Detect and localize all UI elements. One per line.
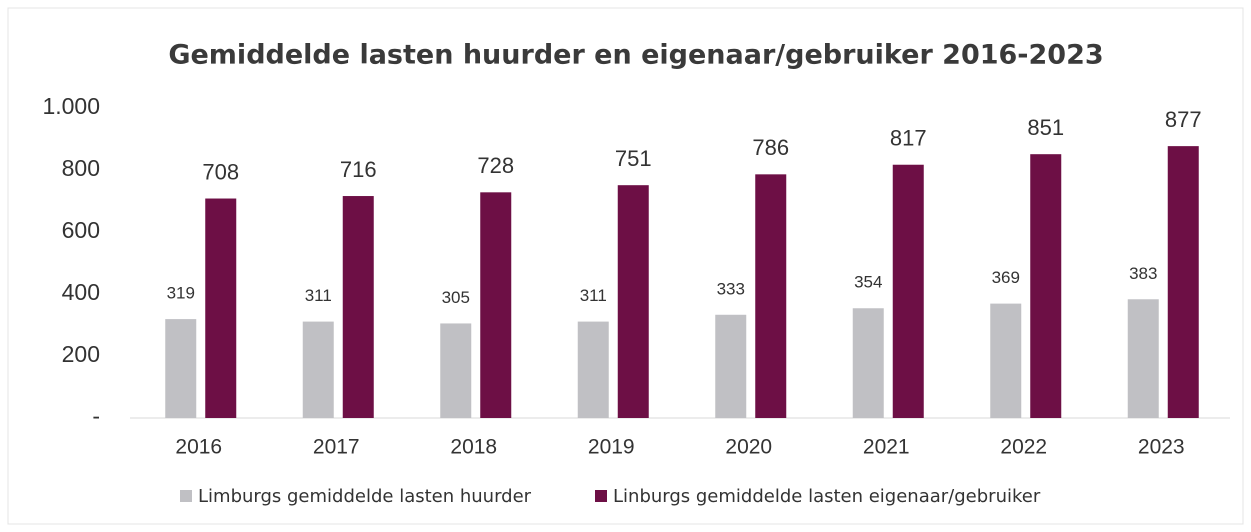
bar [165,319,197,418]
data-label: 354 [854,273,882,292]
data-label: 877 [1165,107,1202,132]
data-label: 305 [442,288,470,307]
bar [852,308,884,418]
legend-swatch [595,490,607,502]
y-tick-label: 200 [62,341,100,367]
bar [1030,154,1062,418]
y-tick-label: 1.000 [42,93,100,119]
bar [990,303,1022,418]
x-tick-label: 2021 [863,436,910,459]
data-label: 728 [477,153,514,178]
chart-title: Gemiddelde lasten huurder en eigenaar/ge… [168,40,1103,71]
bar [1127,299,1159,418]
y-tick-label: 600 [62,217,100,243]
bar [480,192,512,418]
x-tick-label: 2023 [1138,436,1185,459]
legend-swatch [180,490,192,502]
x-tick-label: 2017 [313,436,360,459]
y-tick-label: 400 [62,279,100,305]
y-tick-label: 800 [62,155,100,181]
x-tick-label: 2019 [588,436,635,459]
x-tick-label: 2020 [725,436,772,459]
x-tick-label: 2018 [450,436,497,459]
bar [205,198,237,418]
chart-border [7,7,1244,525]
bar [302,321,334,418]
data-label: 383 [1129,264,1157,283]
data-label: 716 [340,157,377,182]
data-label: 851 [1027,115,1064,140]
data-label: 333 [717,279,745,298]
data-label: 817 [890,126,927,151]
bar [577,321,609,418]
x-tick-label: 2016 [175,436,222,459]
data-label: 369 [992,268,1020,287]
legend-label: Limburgs gemiddelde lasten huurder [198,486,532,507]
bar [342,196,374,418]
data-label: 786 [752,135,789,160]
bar [440,323,472,418]
data-label: 311 [305,286,332,305]
data-label: 311 [580,286,607,305]
x-tick-label: 2022 [1000,436,1047,459]
legend-label: Linburgs gemiddelde lasten eigenaar/gebr… [613,486,1041,507]
data-label: 751 [615,146,652,171]
bar [755,174,787,418]
data-label: 319 [167,284,195,303]
bar [1167,146,1199,418]
bar [617,185,649,418]
data-label: 708 [202,159,239,184]
y-tick-label: - [92,403,100,429]
bar [715,314,747,418]
bar [892,164,924,418]
